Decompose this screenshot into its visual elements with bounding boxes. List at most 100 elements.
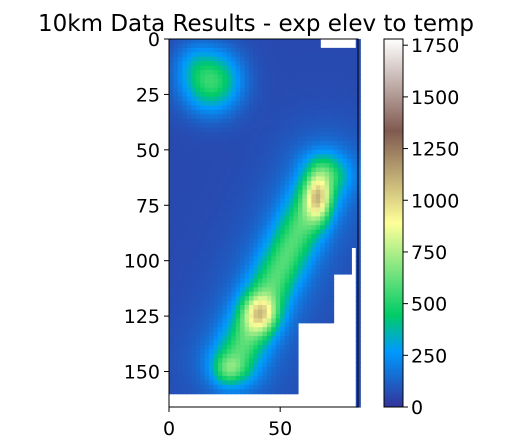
heatmap-cell: [337, 136, 344, 142]
heatmap-cell: [257, 242, 263, 248]
heatmap-cell: [240, 287, 246, 293]
heatmap-cell: [222, 65, 228, 71]
heatmap-cell: [209, 269, 215, 275]
heatmap-cell: [302, 92, 308, 98]
heatmap-cell: [195, 229, 201, 235]
heatmap-cell: [306, 207, 312, 213]
heatmap-cell: [195, 309, 201, 315]
heatmap-cell: [244, 105, 250, 111]
heatmap-cell: [226, 158, 232, 164]
heatmap-cell: [289, 220, 295, 226]
heatmap-cell: [213, 296, 219, 302]
heatmap-cell: [337, 225, 344, 231]
heatmap-cell: [191, 96, 197, 102]
heatmap-cell: [249, 158, 255, 164]
heatmap-cell: [249, 309, 255, 315]
heatmap-cell: [280, 291, 286, 297]
heatmap-cell: [213, 92, 219, 98]
heatmap-cell: [244, 163, 250, 169]
heatmap-cell: [297, 238, 304, 244]
heatmap-cell: [169, 353, 175, 359]
heatmap-cell: [297, 163, 304, 169]
heatmap-cell: [266, 260, 272, 266]
heatmap-cell: [173, 70, 179, 76]
heatmap-cell: [182, 318, 188, 324]
heatmap-cell: [315, 87, 321, 93]
heatmap-cell: [173, 251, 179, 257]
heatmap-cell: [186, 74, 192, 80]
heatmap-cell: [169, 349, 175, 355]
heatmap-cell: [324, 318, 330, 324]
heatmap-cell: [222, 389, 228, 395]
heatmap-cell: [253, 105, 259, 111]
heatmap-cell: [182, 207, 188, 213]
heatmap-cell: [222, 56, 228, 62]
heatmap-cell: [257, 109, 263, 115]
heatmap-cell: [231, 123, 237, 129]
heatmap-cell: [311, 260, 317, 266]
heatmap-cell: [173, 101, 179, 107]
heatmap-cell: [306, 154, 312, 160]
heatmap-cell: [240, 331, 246, 337]
colorbar-tick-label: 0: [411, 397, 423, 419]
heatmap-cell: [231, 353, 237, 359]
heatmap-cell: [244, 265, 250, 271]
heatmap-cell: [297, 216, 304, 222]
heatmap-cell: [346, 109, 352, 115]
heatmap-cell: [235, 105, 241, 111]
heatmap-cell: [324, 149, 330, 155]
heatmap-cell: [204, 322, 210, 328]
heatmap-cell: [182, 132, 188, 138]
heatmap-cell: [293, 74, 299, 80]
heatmap-cell: [249, 172, 255, 178]
heatmap-cell: [257, 282, 263, 288]
heatmap-cell: [244, 269, 250, 275]
heatmap-cell: [169, 229, 175, 235]
heatmap-cell: [284, 211, 290, 217]
heatmap-cell: [271, 375, 277, 381]
heatmap-cell: [209, 336, 215, 342]
heatmap-cell: [222, 207, 228, 213]
heatmap-cell: [209, 114, 215, 120]
heatmap-cell: [337, 269, 344, 275]
heatmap-cell: [240, 234, 246, 240]
heatmap-cell: [275, 109, 281, 115]
heatmap-cell: [209, 331, 215, 337]
heatmap-cell: [177, 83, 183, 89]
heatmap-cell: [257, 87, 263, 93]
heatmap-cell: [289, 340, 295, 346]
heatmap-cell: [244, 278, 250, 284]
heatmap-cell: [177, 109, 183, 115]
heatmap-cell: [257, 358, 263, 364]
heatmap-cell: [169, 185, 175, 191]
heatmap-cell: [182, 300, 188, 306]
heatmap-cell: [240, 367, 246, 373]
heatmap-cell: [213, 322, 219, 328]
heatmap-cell: [213, 74, 219, 80]
heatmap-cell: [284, 340, 290, 346]
heatmap-cell: [280, 109, 286, 115]
heatmap-cell: [342, 198, 348, 204]
heatmap-cell: [204, 198, 210, 204]
heatmap-cell: [257, 154, 263, 160]
heatmap-cell: [329, 56, 335, 62]
heatmap-cell: [186, 194, 192, 200]
heatmap-cell: [235, 260, 241, 266]
heatmap-cell: [289, 123, 295, 129]
heatmap-cell: [315, 238, 321, 244]
heatmap-cell: [249, 375, 255, 381]
heatmap-cell: [217, 198, 223, 204]
heatmap-cell: [289, 198, 295, 204]
heatmap-cell: [173, 123, 179, 129]
heatmap-cell: [289, 260, 295, 266]
heatmap-cell: [200, 278, 206, 284]
heatmap-cell: [284, 225, 290, 231]
heatmap-cell: [177, 154, 183, 160]
heatmap-cell: [302, 309, 308, 315]
heatmap-cell: [222, 61, 228, 67]
heatmap-cell: [235, 340, 241, 346]
heatmap-cell: [337, 247, 344, 253]
heatmap-cell: [351, 163, 357, 169]
heatmap-cell: [280, 251, 286, 257]
heatmap-cell: [222, 367, 228, 373]
